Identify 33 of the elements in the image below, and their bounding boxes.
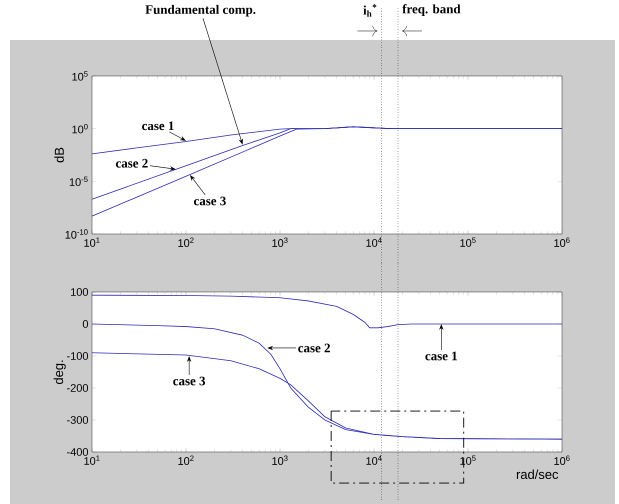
- y-tick-label: 10$^{5}$: [72, 71, 88, 81]
- x-axis-title: rad/sec: [516, 470, 558, 480]
- x-tick-label: 10$^{4}$: [366, 238, 382, 247]
- x-tick-label: 10$^{2}$: [178, 456, 194, 465]
- annotation: case 3: [194, 196, 226, 206]
- y-tick-label: 10$^{-10}$: [66, 229, 88, 239]
- y-tick-label: 100: [71, 288, 88, 296]
- x-tick-label: 10$^{1}$: [84, 456, 100, 465]
- y-axis-title: dB: [54, 148, 64, 162]
- y-tick-label: -100: [67, 352, 88, 360]
- y-tick-label: -300: [67, 416, 88, 424]
- y-tick-label: 10$^{-5}$: [70, 176, 88, 186]
- x-tick-label: 10$^{6}$: [554, 456, 570, 465]
- y-tick-label: 0: [82, 320, 88, 328]
- ref-line-label: freq. band: [402, 4, 460, 16]
- annotation: case 2: [298, 344, 330, 352]
- x-tick-label: 10$^{6}$: [554, 238, 570, 247]
- y-tick-label: -400: [67, 448, 88, 456]
- annotation: case 3: [173, 376, 206, 386]
- x-tick-label: 10$^{3}$: [272, 238, 288, 247]
- y-tick-label: 10$^{0}$: [72, 124, 88, 134]
- annotation: Fundamental comp.: [145, 4, 256, 17]
- x-tick-label: 10$^{4}$: [366, 456, 382, 465]
- annotation: case 1: [142, 121, 174, 130]
- annotation: case 1: [425, 352, 458, 360]
- x-tick-label: 10$^{2}$: [178, 238, 194, 247]
- y-tick-label: -200: [67, 384, 88, 392]
- x-tick-label: 10$^{1}$: [84, 238, 100, 247]
- ref-line-label: i$_{h}$*: [363, 4, 376, 17]
- annotation: case 2: [116, 158, 148, 168]
- y-axis-title: deg.: [54, 360, 66, 384]
- x-tick-label: 10$^{3}$: [272, 456, 288, 465]
- x-tick-label: 10$^{5}$: [460, 238, 476, 247]
